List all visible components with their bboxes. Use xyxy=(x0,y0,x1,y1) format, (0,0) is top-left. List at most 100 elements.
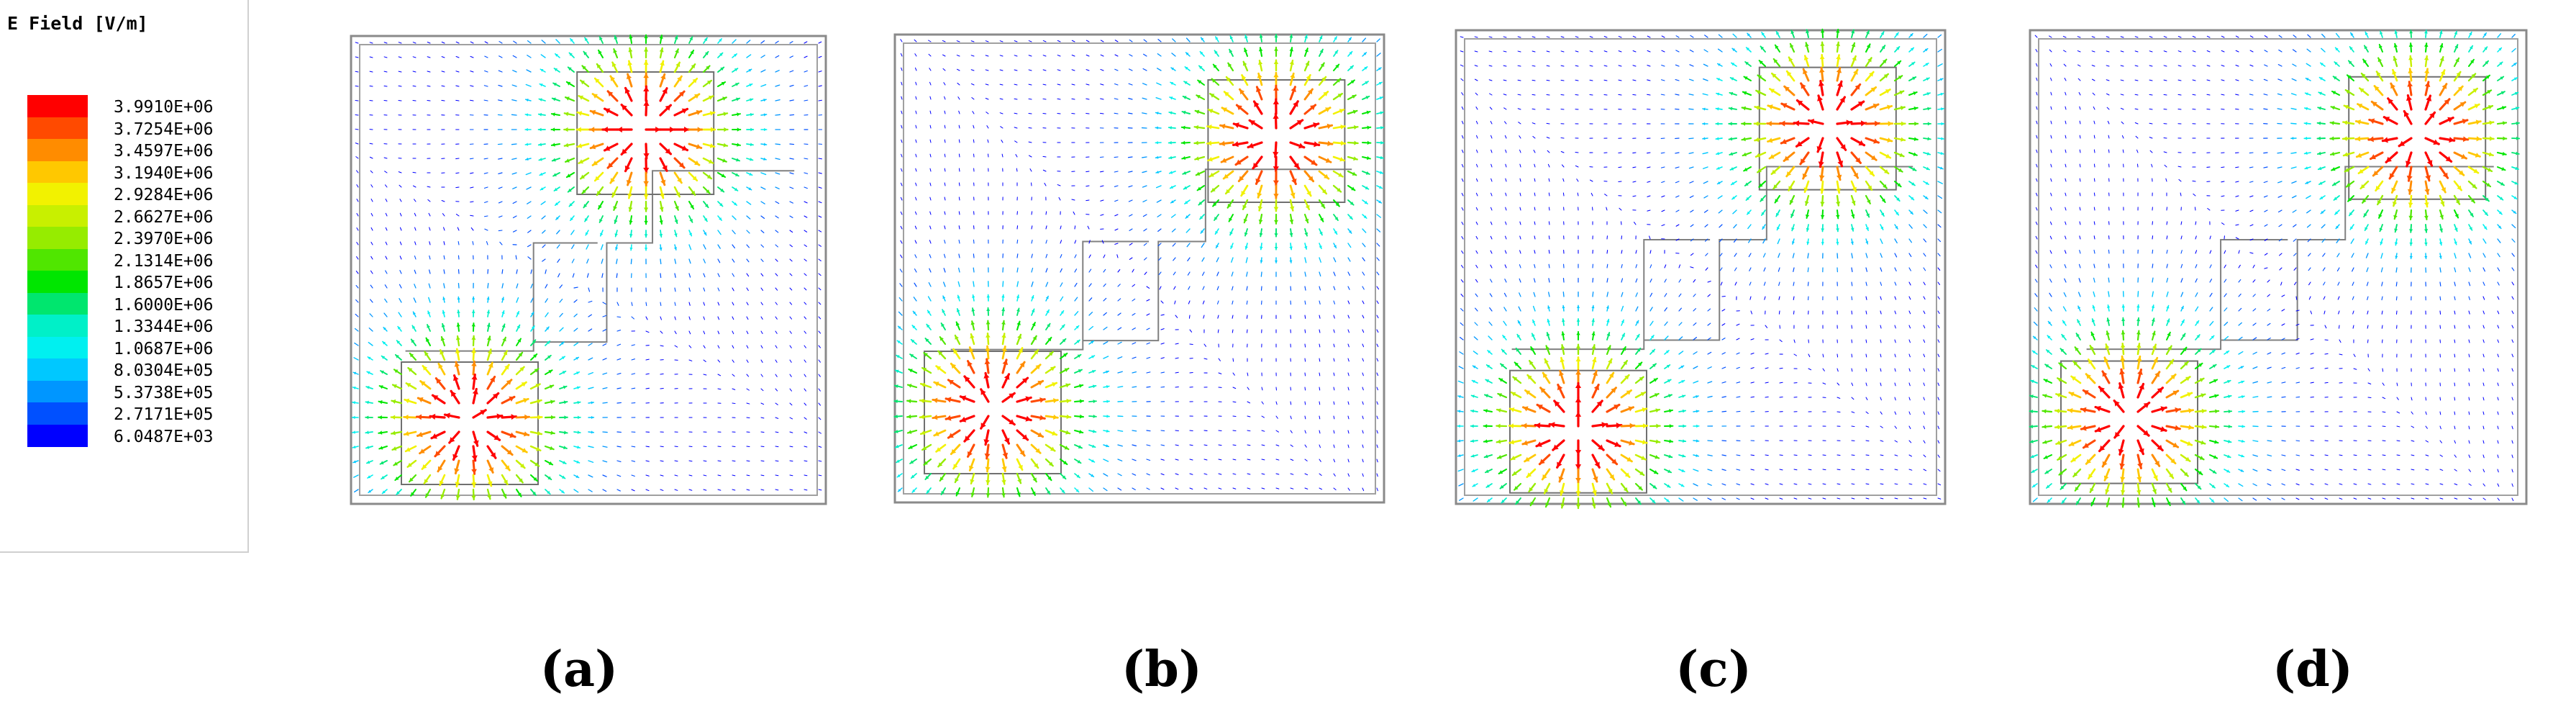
field-arrowhead xyxy=(970,492,975,497)
field-arrow xyxy=(1703,63,1708,67)
field-arrow xyxy=(1045,240,1047,244)
field-arrow xyxy=(1071,84,1075,86)
field-arrow xyxy=(2163,151,2167,153)
field-arrowhead xyxy=(1598,444,1604,451)
field-arrow xyxy=(2036,91,2038,96)
field-arrow xyxy=(2093,163,2095,168)
field-arrow xyxy=(1808,497,1812,500)
field-arrow xyxy=(1201,243,1205,248)
field-arrowhead xyxy=(509,432,516,438)
field-arrow xyxy=(1217,300,1219,304)
field-arrowhead xyxy=(1575,450,1582,455)
field-arrow xyxy=(369,156,373,159)
field-arrowhead xyxy=(1066,414,1071,420)
field-arrow xyxy=(1562,277,1565,283)
field-arrowhead xyxy=(722,96,727,101)
field-arrowhead xyxy=(911,474,915,479)
field-arrowhead xyxy=(1501,500,1505,503)
field-arrow xyxy=(1129,54,1133,57)
field-arrowhead xyxy=(692,176,697,181)
field-arrowhead xyxy=(1560,345,1565,349)
field-arrowhead xyxy=(575,357,579,360)
field-arrow xyxy=(570,230,575,235)
field-arrow xyxy=(1171,53,1176,57)
field-arrow xyxy=(2050,149,2052,153)
field-arrow xyxy=(1218,358,1221,361)
field-arrow xyxy=(1461,120,1464,125)
field-arrowhead xyxy=(2444,99,2450,105)
field-arrow xyxy=(427,186,431,188)
field-arrowhead xyxy=(1155,155,1159,159)
field-arrowhead xyxy=(395,477,399,481)
field-arrow xyxy=(545,269,547,274)
field-arrow xyxy=(1461,178,1464,182)
field-arrowhead xyxy=(1651,335,1655,339)
field-arrow xyxy=(1923,310,1926,315)
field-arrow xyxy=(1647,35,1651,38)
field-arrowhead xyxy=(1170,200,1174,203)
field-arrowhead xyxy=(1337,94,1342,98)
legend-swatch xyxy=(27,336,88,359)
field-arrowhead xyxy=(1498,393,1503,397)
field-arrow xyxy=(1546,122,1550,125)
field-arrowhead xyxy=(2439,57,2444,61)
field-arrow xyxy=(1604,194,1608,197)
field-arrow xyxy=(1721,410,1727,412)
field-arrow xyxy=(1765,454,1769,456)
field-arrow xyxy=(1763,267,1766,272)
field-arrowhead xyxy=(1032,335,1037,340)
field-arrowhead xyxy=(2455,58,2459,63)
field-arrow xyxy=(383,56,388,58)
patch-outline xyxy=(401,361,539,485)
field-arrowhead xyxy=(551,143,555,147)
field-arrowhead xyxy=(1487,499,1490,502)
field-arrow xyxy=(2091,50,2095,53)
field-arrowhead xyxy=(352,415,355,420)
field-arrow xyxy=(1475,120,1478,125)
field-arrow xyxy=(1750,367,1754,369)
field-arrowhead xyxy=(1195,109,1200,114)
field-arrowhead xyxy=(2379,44,2382,49)
field-arrow xyxy=(1045,225,1047,230)
field-arrow xyxy=(1560,150,1565,153)
field-arrow xyxy=(732,316,734,320)
field-arrow xyxy=(1016,267,1019,273)
field-arrow xyxy=(804,316,807,320)
field-arrow xyxy=(512,215,517,219)
field-arrowhead xyxy=(939,337,944,341)
field-arrow xyxy=(616,273,618,279)
field-arrowhead xyxy=(2483,32,2487,36)
field-arrow xyxy=(688,489,693,491)
field-arrowhead xyxy=(1940,92,1944,96)
field-arrow xyxy=(542,244,546,248)
field-arrow xyxy=(414,212,417,217)
field-arrowhead xyxy=(2357,153,2362,158)
field-arrow xyxy=(1690,224,1694,227)
field-arrowhead xyxy=(986,294,991,298)
field-arrow xyxy=(458,283,460,289)
field-arrowhead xyxy=(1696,394,1699,399)
field-arrow xyxy=(1362,415,1364,420)
field-arrow xyxy=(914,282,917,287)
field-arrowhead xyxy=(424,479,429,484)
field-arrowhead xyxy=(413,312,416,315)
field-arrow xyxy=(526,69,532,73)
field-arrowhead xyxy=(1001,466,1007,471)
field-arrowhead xyxy=(1591,305,1595,309)
field-arrow xyxy=(540,201,546,205)
field-arrow xyxy=(1689,64,1694,67)
field-arrowhead xyxy=(1791,241,1795,245)
field-arrow xyxy=(1144,271,1147,275)
field-arrow xyxy=(1175,371,1179,374)
field-arrowhead xyxy=(1680,484,1684,487)
inner-boundary xyxy=(2038,38,2518,496)
field-arrowhead xyxy=(1757,75,1762,79)
field-arrowhead xyxy=(411,339,415,343)
field-arrowhead xyxy=(1195,156,1199,161)
field-arrowhead xyxy=(1754,137,1760,143)
field-arrow xyxy=(1057,40,1061,42)
field-arrow xyxy=(1232,358,1234,362)
field-arrow xyxy=(1028,55,1032,57)
field-arrowhead xyxy=(488,362,493,368)
field-arrow xyxy=(353,474,359,478)
